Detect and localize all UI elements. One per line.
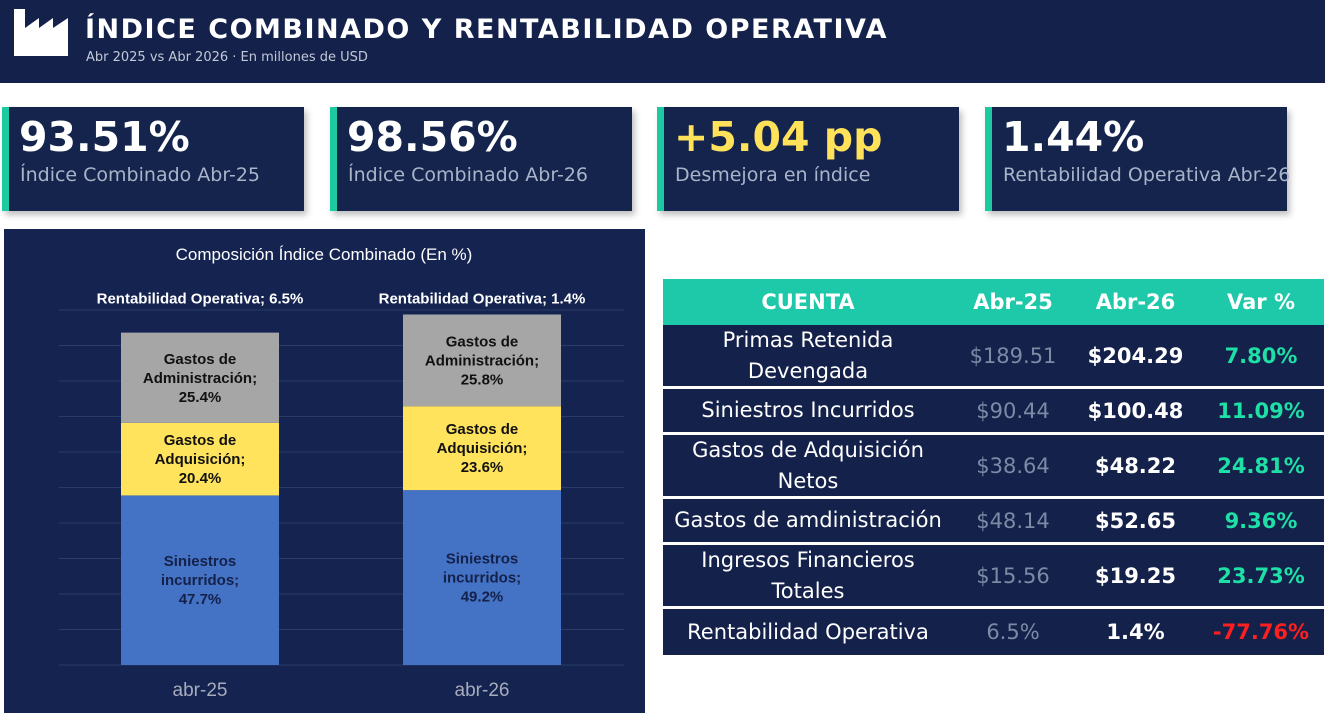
cell-cuenta: Rentabilidad Operativa bbox=[687, 619, 929, 644]
cell-var: 11.09% bbox=[1217, 398, 1305, 423]
data-label-rentabilidad: Rentabilidad Operativa; 6.5% bbox=[97, 291, 304, 308]
col-header-cuenta: CUENTA bbox=[761, 290, 855, 314]
data-label: Siniestros bbox=[164, 553, 237, 570]
data-label: incurridos; bbox=[161, 572, 239, 589]
bar-segment-2-abr-26 bbox=[403, 314, 561, 407]
factory-icon bbox=[14, 9, 68, 56]
col-header-abr26: Abr-26 bbox=[1095, 290, 1176, 314]
kpi-card-indice-abr26: 98.56% Índice Combinado Abr-26 bbox=[330, 107, 632, 211]
chart-title: Composición Índice Combinado (En %) bbox=[176, 245, 473, 264]
table-row: Siniestros Incurridos $90.44 $100.48 11.… bbox=[663, 389, 1324, 435]
bar-segment-0-abr-26 bbox=[403, 490, 561, 665]
cell-abr25: $189.51 bbox=[969, 343, 1057, 368]
data-label: 25.8% bbox=[461, 371, 504, 388]
cell-abr26: $52.65 bbox=[1094, 508, 1177, 533]
kpi-accent-bar bbox=[657, 107, 664, 211]
data-label: 25.4% bbox=[179, 389, 222, 406]
chart-canvas: Composición Índice Combinado (En %) Sinie… bbox=[59, 245, 624, 701]
cell-cuenta: Gastos de Adquisición Netos bbox=[692, 437, 924, 493]
table-row: Ingresos Financieros Totales $15.56 $19.… bbox=[663, 545, 1324, 609]
cell-cuenta: Ingresos Financieros Totales bbox=[701, 547, 915, 603]
data-label: Administración; bbox=[425, 352, 539, 369]
data-label: 47.7% bbox=[179, 591, 222, 608]
kpi-label: Desmejora en índice bbox=[675, 164, 871, 186]
kpi-label: Rentabilidad Operativa Abr-26 bbox=[1003, 164, 1291, 186]
cell-cuenta: Gastos de amdinistración bbox=[674, 508, 942, 532]
cell-cuenta: Siniestros Incurridos bbox=[701, 398, 915, 422]
data-label: 49.2% bbox=[461, 589, 504, 606]
bar-segment-0-abr-25 bbox=[121, 495, 279, 665]
x-tick-label: abr-26 bbox=[455, 680, 510, 701]
data-label: 20.4% bbox=[179, 470, 222, 487]
kpi-card-desmejora: +5.04 pp Desmejora en índice bbox=[657, 107, 959, 211]
cell-abr26: 1.4% bbox=[1106, 620, 1165, 644]
page-title: ÍNDICE COMBINADO Y RENTABILIDAD OPERATIV… bbox=[85, 14, 888, 45]
data-label: Gastos de bbox=[164, 351, 237, 368]
composicion-chart: Composición Índice Combinado (En %) Sinie… bbox=[4, 229, 645, 713]
data-label: Gastos de bbox=[164, 432, 237, 449]
cell-abr25: $90.44 bbox=[976, 398, 1050, 423]
cell-var: 7.80% bbox=[1224, 343, 1298, 368]
bar-segment-1-abr-25 bbox=[121, 422, 279, 496]
kpi-accent-bar bbox=[330, 107, 337, 211]
data-label: Gastos de bbox=[446, 421, 519, 438]
cell-var: 24.81% bbox=[1217, 453, 1305, 478]
kpi-value: 1.44% bbox=[1002, 113, 1145, 161]
table-row: Primas Retenida Devengada $189.51 $204.2… bbox=[663, 325, 1324, 389]
kpi-accent-bar bbox=[2, 107, 9, 211]
kpi-value: 93.51% bbox=[19, 113, 190, 161]
header-bar: ÍNDICE COMBINADO Y RENTABILIDAD OPERATIV… bbox=[0, 0, 1325, 83]
cell-abr26: $19.25 bbox=[1094, 563, 1177, 588]
table-row: Gastos de amdinistración $48.14 $52.65 9… bbox=[663, 499, 1324, 545]
data-label: 23.6% bbox=[461, 459, 504, 476]
bar-segment-2-abr-25 bbox=[121, 332, 279, 423]
data-label: Siniestros bbox=[446, 551, 519, 568]
cell-abr26: $204.29 bbox=[1087, 343, 1184, 368]
cell-var: 9.36% bbox=[1224, 508, 1298, 533]
col-header-abr25: Abr-25 bbox=[973, 290, 1053, 314]
table-row: Rentabilidad Operativa 6.5% 1.4% -77.76% bbox=[663, 609, 1324, 655]
cell-var: 23.73% bbox=[1217, 563, 1305, 588]
bar-segment-1-abr-26 bbox=[403, 406, 561, 491]
kpi-value: +5.04 pp bbox=[674, 113, 883, 161]
kpi-accent-bar bbox=[985, 107, 992, 211]
kpi-label: Índice Combinado Abr-26 bbox=[348, 164, 588, 186]
data-label: Administración; bbox=[143, 370, 257, 387]
cell-abr26: $48.22 bbox=[1094, 453, 1177, 478]
kpi-card-rentabilidad: 1.44% Rentabilidad Operativa Abr-26 bbox=[985, 107, 1291, 211]
data-label: Gastos de bbox=[446, 333, 519, 350]
page-subtitle: Abr 2025 vs Abr 2026 · En millones de US… bbox=[86, 50, 368, 65]
kpi-card-indice-abr25: 93.51% Índice Combinado Abr-25 bbox=[2, 107, 304, 211]
cell-abr25: 6.5% bbox=[986, 620, 1040, 644]
table-header: CUENTA Abr-25 Abr-26 Var % bbox=[663, 279, 1324, 325]
cell-var: -77.76% bbox=[1212, 620, 1310, 644]
cell-abr26: $100.48 bbox=[1087, 398, 1184, 423]
data-label: incurridos; bbox=[443, 570, 521, 587]
table-row: Gastos de Adquisición Netos $38.64 $48.2… bbox=[663, 435, 1324, 499]
x-tick-label: abr-25 bbox=[173, 680, 228, 701]
data-label-rentabilidad: Rentabilidad Operativa; 1.4% bbox=[379, 291, 586, 308]
col-header-var: Var % bbox=[1227, 290, 1295, 314]
kpi-label: Índice Combinado Abr-25 bbox=[20, 164, 260, 186]
cell-cuenta: Primas Retenida Devengada bbox=[722, 327, 894, 383]
kpi-value: 98.56% bbox=[347, 113, 518, 161]
data-label: Adquisición; bbox=[437, 440, 528, 457]
cell-abr25: $15.56 bbox=[976, 563, 1050, 588]
cell-abr25: $48.14 bbox=[976, 508, 1050, 533]
data-label: Adquisición; bbox=[155, 451, 246, 468]
cell-abr25: $38.64 bbox=[976, 453, 1050, 478]
